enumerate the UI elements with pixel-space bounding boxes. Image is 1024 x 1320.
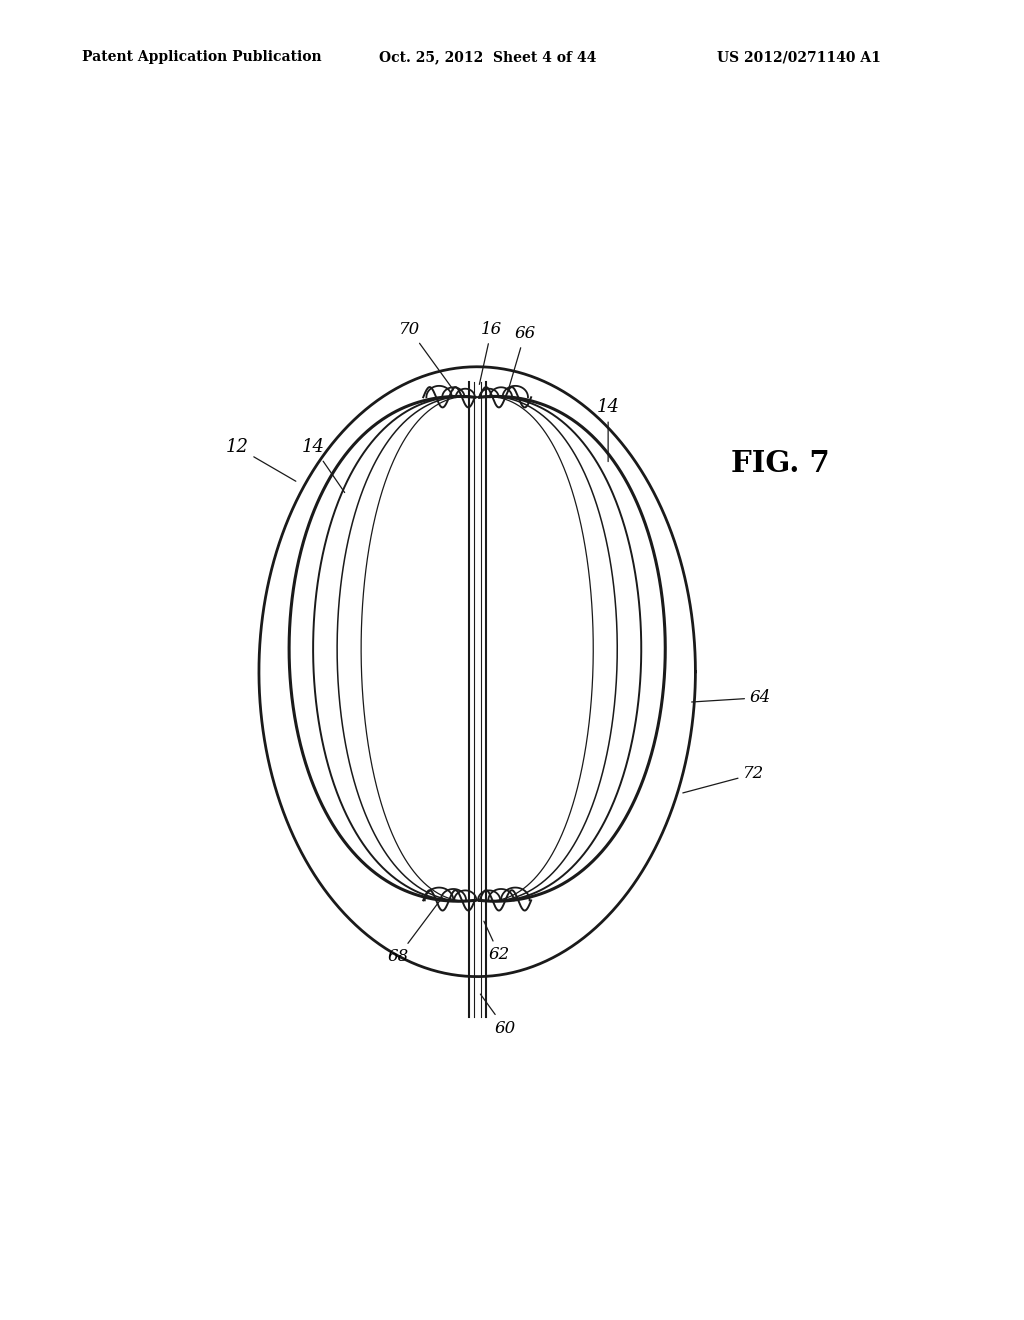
Text: Oct. 25, 2012  Sheet 4 of 44: Oct. 25, 2012 Sheet 4 of 44 — [379, 50, 596, 65]
Text: 60: 60 — [480, 994, 516, 1036]
Text: 62: 62 — [484, 921, 510, 964]
Text: 72: 72 — [683, 766, 765, 793]
Text: Patent Application Publication: Patent Application Publication — [82, 50, 322, 65]
Text: 12: 12 — [225, 438, 296, 482]
Text: 64: 64 — [691, 689, 771, 706]
Text: US 2012/0271140 A1: US 2012/0271140 A1 — [717, 50, 881, 65]
Text: 14: 14 — [597, 399, 620, 462]
Text: 70: 70 — [399, 321, 454, 389]
Text: 14: 14 — [302, 438, 345, 492]
Text: 66: 66 — [508, 325, 536, 391]
Text: FIG. 7: FIG. 7 — [731, 449, 829, 478]
Text: 16: 16 — [479, 321, 502, 384]
Text: 68: 68 — [387, 898, 442, 965]
